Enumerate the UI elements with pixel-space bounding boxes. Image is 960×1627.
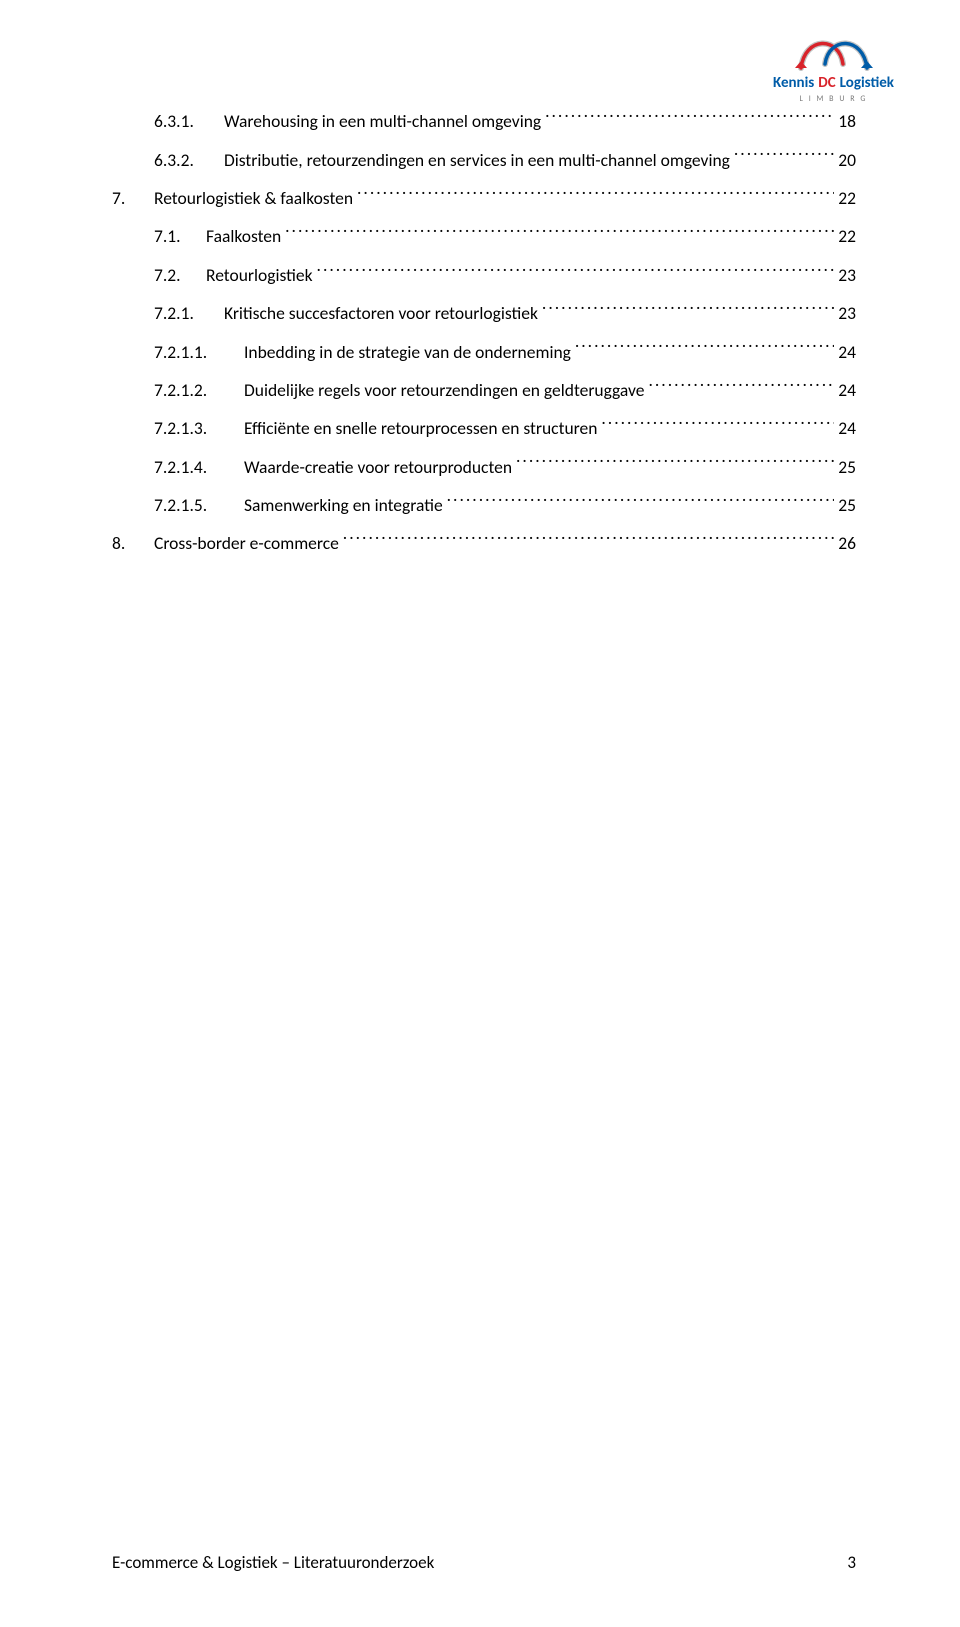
page: KennisDC Logistiek L I M B U R G 6.3.1.W… — [0, 0, 960, 1627]
toc-entry-title: Distributie, retourzendingen en services… — [224, 147, 734, 174]
toc-entry[interactable]: 7.2.1.Kritische succesfactoren voor reto… — [112, 300, 856, 327]
toc-entry[interactable]: 6.3.2.Distributie, retourzendingen en se… — [112, 146, 856, 173]
logo: KennisDC Logistiek L I M B U R G — [773, 28, 894, 104]
toc-entry-number: 6.3.1. — [154, 108, 224, 135]
toc-entry-number: 7.2.1.5. — [154, 492, 244, 519]
toc-entry[interactable]: 7.2.1.5.Samenwerking en integratie 25 — [112, 492, 856, 519]
toc-entry-number: 7.1. — [154, 223, 206, 250]
toc-entry[interactable]: 7.2.1.1.Inbedding in de strategie van de… — [112, 338, 856, 365]
footer-title: E-commerce & Logistiek – Literatuuronder… — [112, 1552, 434, 1573]
toc-entry-title: Retourlogistiek — [206, 262, 317, 289]
toc-entry-number: 8. — [112, 530, 154, 557]
toc-entry-title: Warehousing in een multi-channel omgevin… — [224, 108, 545, 135]
toc-leader-dots — [317, 262, 835, 281]
toc-entry-title: Samenwerking en integratie — [244, 492, 447, 519]
logo-text-part2: DC — [818, 74, 835, 92]
footer-page-number: 3 — [847, 1552, 856, 1573]
table-of-contents: 6.3.1.Warehousing in een multi-channel o… — [112, 108, 856, 569]
toc-leader-dots — [734, 146, 834, 165]
toc-entry-number: 7.2. — [154, 262, 206, 289]
toc-leader-dots — [285, 223, 834, 242]
toc-entry-title: Waarde-creatie voor retourproducten — [244, 454, 516, 481]
toc-entry-page: 24 — [834, 339, 856, 366]
toc-leader-dots — [545, 108, 834, 127]
toc-entry-number: 7.2.1.4. — [154, 454, 244, 481]
toc-entry[interactable]: 6.3.1.Warehousing in een multi-channel o… — [112, 108, 856, 135]
toc-entry-page: 23 — [834, 262, 856, 289]
toc-entry-page: 23 — [834, 300, 856, 327]
toc-entry-number: 7.2.1. — [154, 300, 224, 327]
toc-entry-number: 6.3.2. — [154, 147, 224, 174]
toc-entry-page: 26 — [834, 530, 856, 557]
toc-leader-dots — [447, 492, 835, 511]
toc-leader-dots — [601, 415, 834, 434]
logo-text-part3: Logistiek — [840, 74, 894, 92]
toc-entry-page: 20 — [834, 147, 856, 174]
toc-entry-page: 24 — [834, 377, 856, 404]
toc-entry-title: Kritische succesfactoren voor retourlogi… — [224, 300, 542, 327]
toc-entry-page: 24 — [834, 415, 856, 442]
logo-arcs-icon — [795, 28, 873, 72]
toc-entry-page: 18 — [834, 108, 856, 135]
toc-leader-dots — [357, 185, 834, 204]
logo-subtext: L I M B U R G — [773, 94, 894, 104]
toc-entry-page: 25 — [834, 454, 856, 481]
toc-entry[interactable]: 7.2.Retourlogistiek 23 — [112, 262, 856, 289]
toc-entry-page: 22 — [834, 185, 856, 212]
toc-leader-dots — [343, 530, 834, 549]
toc-entry[interactable]: 7.Retourlogistiek & faalkosten 22 — [112, 185, 856, 212]
logo-graphic — [773, 28, 894, 74]
toc-entry[interactable]: 7.2.1.4.Waarde-creatie voor retourproduc… — [112, 453, 856, 480]
toc-entry-page: 25 — [834, 492, 856, 519]
logo-wordmark: KennisDC Logistiek — [773, 74, 894, 92]
footer: E-commerce & Logistiek – Literatuuronder… — [112, 1552, 856, 1573]
toc-leader-dots — [542, 300, 834, 319]
toc-entry-title: Inbedding in de strategie van de onderne… — [244, 339, 575, 366]
toc-entry[interactable]: 7.2.1.3.Efficiënte en snelle retourproce… — [112, 415, 856, 442]
toc-entry-number: 7.2.1.2. — [154, 377, 244, 404]
toc-entry-number: 7.2.1.3. — [154, 415, 244, 442]
toc-leader-dots — [575, 338, 834, 357]
toc-entry[interactable]: 7.1.Faalkosten 22 — [112, 223, 856, 250]
toc-entry-title: Efficiënte en snelle retourprocessen en … — [244, 415, 601, 442]
toc-leader-dots — [516, 453, 834, 472]
toc-entry[interactable]: 8.Cross-border e-commerce 26 — [112, 530, 856, 557]
toc-entry-title: Duidelijke regels voor retourzendingen e… — [244, 377, 648, 404]
toc-leader-dots — [648, 377, 834, 396]
logo-text-part1: Kennis — [773, 74, 814, 92]
toc-entry-title: Retourlogistiek & faalkosten — [154, 185, 357, 212]
toc-entry[interactable]: 7.2.1.2.Duidelijke regels voor retourzen… — [112, 377, 856, 404]
toc-entry-number: 7. — [112, 185, 154, 212]
toc-entry-title: Cross-border e-commerce — [154, 530, 343, 557]
toc-entry-title: Faalkosten — [206, 223, 285, 250]
toc-entry-page: 22 — [834, 223, 856, 250]
toc-entry-number: 7.2.1.1. — [154, 339, 244, 366]
